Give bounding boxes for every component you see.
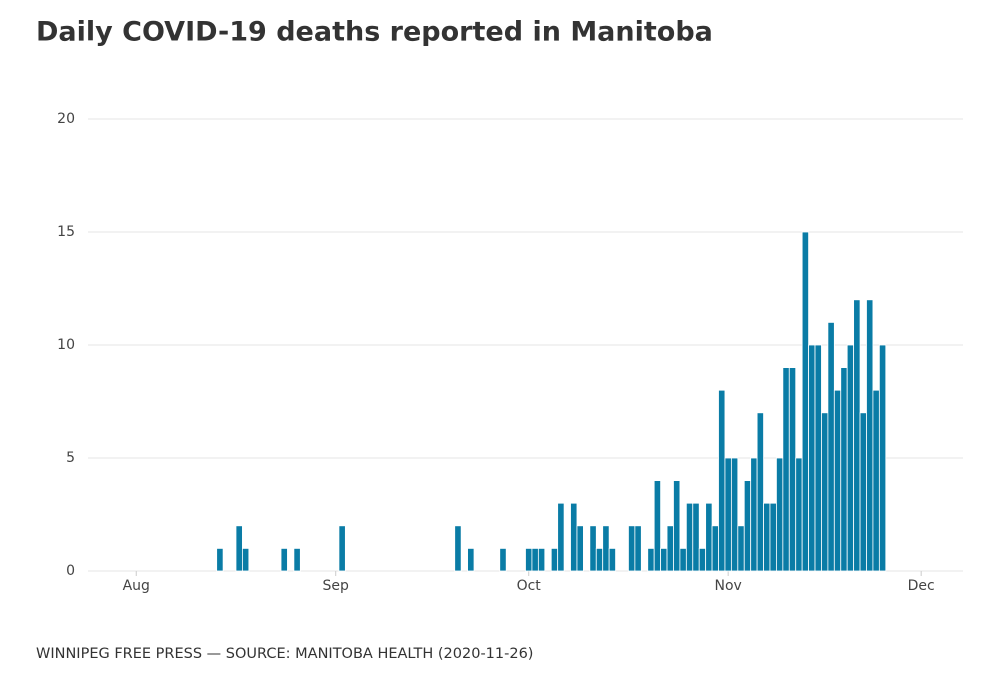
source: WINNIPEG FREE PRESS — SOURCE: MANITOBA H… [36, 646, 533, 662]
bar [795, 457, 803, 572]
bar [698, 548, 707, 572]
bar [859, 412, 867, 572]
bar [846, 344, 855, 572]
bar [756, 412, 764, 572]
bar [660, 548, 668, 572]
bar [776, 457, 784, 572]
bar [750, 457, 758, 572]
bar [608, 548, 616, 572]
bar [537, 548, 546, 572]
x-tick-label: Sep [323, 578, 350, 594]
bar [653, 480, 662, 572]
bar [724, 457, 732, 572]
y-tick-label: 10 [57, 337, 75, 353]
bar [769, 502, 777, 572]
bar [576, 525, 584, 572]
bar [685, 502, 694, 572]
bar [679, 548, 687, 572]
bar [595, 548, 604, 572]
bar [634, 525, 642, 572]
y-tick-label: 0 [66, 563, 75, 579]
bar [827, 321, 835, 572]
bar [293, 548, 301, 572]
y-tick-label: 5 [66, 450, 75, 466]
x-tick-label: Nov [715, 578, 742, 594]
bar [788, 367, 797, 572]
bar [280, 548, 288, 572]
bar [711, 525, 719, 572]
bar [763, 502, 771, 572]
bar [499, 548, 507, 572]
bar [782, 367, 790, 572]
bar [602, 525, 610, 572]
y-tick-label: 20 [57, 111, 75, 127]
bar [730, 457, 739, 572]
bar [338, 525, 346, 572]
bar [866, 299, 874, 572]
bar [821, 412, 829, 572]
chart-title: Daily COVID-19 deaths reported in Manito… [36, 17, 713, 48]
x-tick-label: Aug [123, 578, 150, 594]
bar [833, 389, 842, 572]
bar [814, 344, 822, 572]
bar [467, 548, 475, 572]
bar [840, 367, 848, 572]
bar [589, 525, 597, 572]
bar [570, 502, 578, 572]
bar [235, 525, 243, 572]
bar [216, 548, 224, 572]
bar [853, 299, 861, 572]
bar [718, 389, 726, 572]
bar [531, 548, 539, 572]
x-tick-label: Oct [517, 578, 542, 594]
bar [692, 502, 700, 572]
bar [743, 480, 752, 572]
bar [737, 525, 745, 572]
bar [242, 548, 250, 572]
bar [666, 525, 674, 572]
bar [525, 548, 533, 572]
y-tick-label: 15 [57, 224, 75, 240]
bar [454, 525, 462, 572]
bar [557, 502, 565, 572]
bar [872, 389, 880, 572]
bar [628, 525, 636, 572]
bar [801, 231, 809, 572]
x-tick-label: Dec [908, 578, 935, 594]
bar [673, 480, 681, 572]
bar [808, 344, 816, 572]
bar [647, 548, 655, 572]
bar [550, 548, 559, 572]
bar [705, 502, 713, 572]
bar [878, 344, 887, 572]
